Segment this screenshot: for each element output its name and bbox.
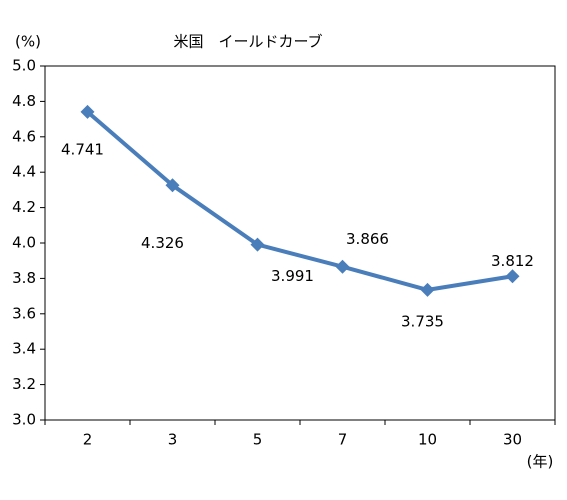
chart-title: 米国 イールドカーブ (173, 33, 322, 51)
y-tick-label: 4.2 (12, 198, 36, 216)
x-tick-label: 3 (168, 431, 178, 449)
x-tick-label: 2 (83, 431, 93, 449)
y-tick-label: 3.8 (12, 269, 36, 287)
y-tick-label: 4.6 (12, 127, 36, 145)
y-tick-label: 5.0 (12, 57, 36, 75)
x-tick-label: 30 (503, 431, 522, 449)
y-tick-label: 3.2 (12, 375, 36, 393)
x-tick-label: 7 (338, 431, 348, 449)
x-tick-label: 10 (418, 431, 437, 449)
marker (80, 104, 95, 119)
data-label: 4.741 (61, 140, 104, 158)
line (86, 110, 513, 292)
y-tick-label: 3.6 (12, 304, 36, 322)
y-axis-label: (%) (15, 33, 41, 51)
x-axis-label: (年) (527, 453, 554, 471)
data-label: 4.326 (141, 234, 184, 252)
x-tick-label: 5 (253, 431, 263, 449)
y-tick-label: 4.8 (12, 92, 36, 110)
data-label: 3.991 (271, 267, 314, 285)
marker (335, 259, 350, 274)
data-label: 3.735 (401, 312, 444, 330)
y-tick-label: 4.4 (12, 163, 36, 181)
marker (505, 269, 520, 284)
marker (250, 237, 265, 252)
y-tick-label: 3.0 (12, 411, 36, 429)
data-label: 3.866 (346, 230, 389, 248)
y-tick-label: 4.0 (12, 234, 36, 252)
y-tick-label: 3.4 (12, 340, 36, 358)
data-label: 3.812 (491, 252, 534, 270)
marker (165, 178, 180, 193)
marker (420, 282, 435, 297)
